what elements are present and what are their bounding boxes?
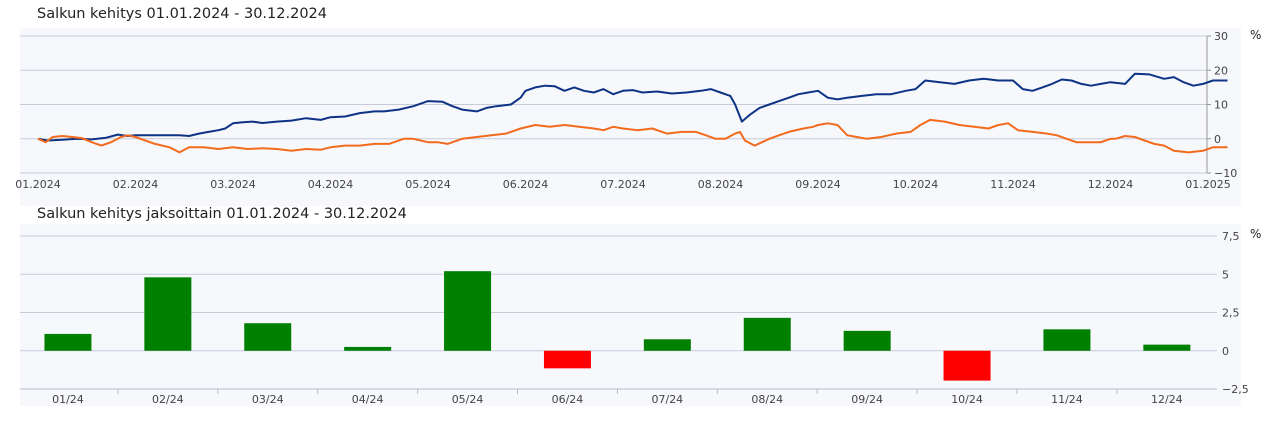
line-chart-y-axis: 30 20 10 0 −10 [1214,30,1237,180]
bar-chart-plot-area [20,224,1241,406]
bar [244,323,292,351]
bar [1143,344,1191,351]
line-chart-x-tick-label: 07.2024 [600,178,646,191]
bar-chart-y-tick-label: −2,5 [1222,383,1249,396]
line-chart-x-tick-label: 06.2024 [503,178,549,191]
line-chart-y-tick-label: 20 [1214,64,1228,77]
bar-chart-y-axis: 7,5 5 2,5 0 −2,5 [1222,230,1249,396]
line-chart: 30 20 10 0 −10 % 01.2024 02.2024 03.2024 04.202… [15,28,1261,206]
line-chart-x-axis: 01.2024 02.2024 03.2024 04.2024 05.2024 06.20… [15,178,1231,191]
line-chart-x-tick-label: 03.2024 [210,178,256,191]
line-series-1 [37,72,1228,142]
bar-chart-x-tick-label: 09/24 [851,393,883,406]
bar [943,350,991,381]
line-chart-x-tick-label: 04.2024 [308,178,354,191]
bar-chart-x-tick-label: 03/24 [252,393,284,406]
bar [843,330,891,351]
bar-chart-x-axis: 01/24 02/24 03/24 04/24 05/24 06/24 07/24 08/24… [20,388,1217,406]
bar [643,339,691,351]
line-chart-x-tick-label: 10.2024 [893,178,939,191]
bar-chart-x-tick-label: 10/24 [951,393,983,406]
bar [344,346,392,351]
bar-chart-y-tick-label: 5 [1222,268,1229,281]
line-chart-gridlines [20,35,1211,174]
line-chart-y-tick-label: 10 [1214,99,1228,112]
bar-chart-x-tick-label: 07/24 [651,393,683,406]
line-chart-x-tick-label: 09.2024 [795,178,841,191]
line-chart-x-tick-label: 01.2025 [1185,178,1231,191]
line-chart-series [37,72,1228,154]
bar [743,317,791,351]
bar-chart-y-tick-label: 0 [1222,345,1229,358]
line-chart-unit-label: % [1250,28,1261,42]
line-chart-title: Salkun kehitys 01.01.2024 - 30.12.2024 [37,6,327,22]
bar-chart-x-tick-label: 02/24 [152,393,184,406]
bar-chart-x-tick-label: 04/24 [352,393,384,406]
bar-chart-bars [44,271,1191,381]
line-chart-x-tick-label: 01.2024 [15,178,61,191]
line-chart-plot-area [20,28,1241,206]
bar-chart-title: Salkun kehitys jaksoittain 01.01.2024 - … [37,206,407,222]
line-chart-y-tick-label: 0 [1214,133,1221,146]
bar-chart-x-tick-label: 08/24 [751,393,783,406]
line-chart-x-tick-label: 12.2024 [1088,178,1134,191]
line-chart-x-tick-label: 08.2024 [698,178,744,191]
bar-chart-x-tick-label: 12/24 [1151,393,1183,406]
line-chart-y-tick-label: 30 [1214,30,1228,43]
line-chart-x-tick-label: 11.2024 [990,178,1036,191]
bar-chart-x-tick-label: 01/24 [52,393,84,406]
bar-chart-x-tick-label: 06/24 [552,393,584,406]
line-chart-x-tick-label: 05.2024 [405,178,451,191]
bar [44,333,92,351]
bar-chart: 7,5 5 2,5 0 −2,5 % 01/24 02/24 03/24 04/24 05/24… [20,224,1261,406]
bar-chart-x-tick-label: 11/24 [1051,393,1083,406]
bar [444,271,492,351]
bar-chart-y-tick-label: 2,5 [1222,307,1240,320]
bar-chart-unit-label: % [1250,227,1261,241]
bar-chart-x-tick-label: 05/24 [452,393,484,406]
bar [543,350,591,369]
line-chart-x-tick-label: 02.2024 [113,178,159,191]
bar [1043,329,1091,351]
line-chart-y-tick-label: −10 [1214,167,1237,180]
line-series-2 [37,118,1228,154]
bar [144,277,192,351]
bar-chart-y-tick-label: 7,5 [1222,230,1240,243]
